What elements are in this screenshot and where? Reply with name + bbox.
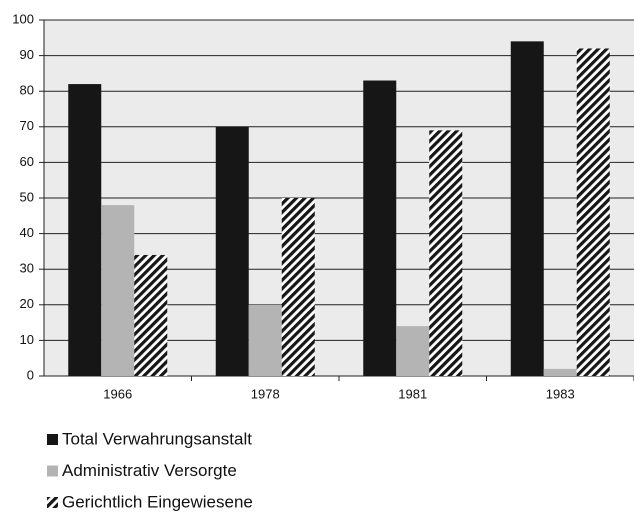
bar (543, 368, 577, 376)
bar (510, 41, 544, 377)
x-tick-label: 1983 (546, 386, 575, 401)
bar (68, 84, 102, 376)
y-tick-label: 60 (20, 154, 34, 169)
x-tick-label: 1978 (251, 386, 280, 401)
y-tick-label: 30 (20, 261, 34, 276)
bar (134, 254, 168, 376)
bar (576, 48, 610, 376)
bar (101, 205, 135, 376)
bar (215, 126, 249, 376)
y-tick-label: 10 (20, 332, 34, 347)
y-tick-label: 50 (20, 189, 34, 204)
x-tick-label: 1981 (398, 386, 427, 401)
y-tick-label: 0 (27, 367, 34, 382)
bar (363, 80, 397, 377)
bar (248, 304, 282, 376)
legend-swatch (47, 497, 58, 508)
y-tick-label: 100 (12, 11, 34, 26)
legend-label: Administrativ Versorgte (62, 461, 237, 480)
y-tick-label: 20 (20, 296, 34, 311)
x-tick-label: 1966 (103, 386, 132, 401)
y-tick-label: 70 (20, 118, 34, 133)
bar (281, 198, 315, 376)
bar (429, 130, 463, 376)
bar (396, 326, 430, 376)
legend-swatch (47, 434, 58, 445)
y-tick-label: 80 (20, 83, 34, 98)
legend-label: Total Verwahrungsanstalt (62, 429, 252, 448)
y-tick-label: 90 (20, 47, 34, 62)
y-tick-label: 40 (20, 225, 34, 240)
legend-label: Gerichtlich Eingewiesene (62, 492, 253, 511)
legend-swatch (47, 465, 58, 477)
